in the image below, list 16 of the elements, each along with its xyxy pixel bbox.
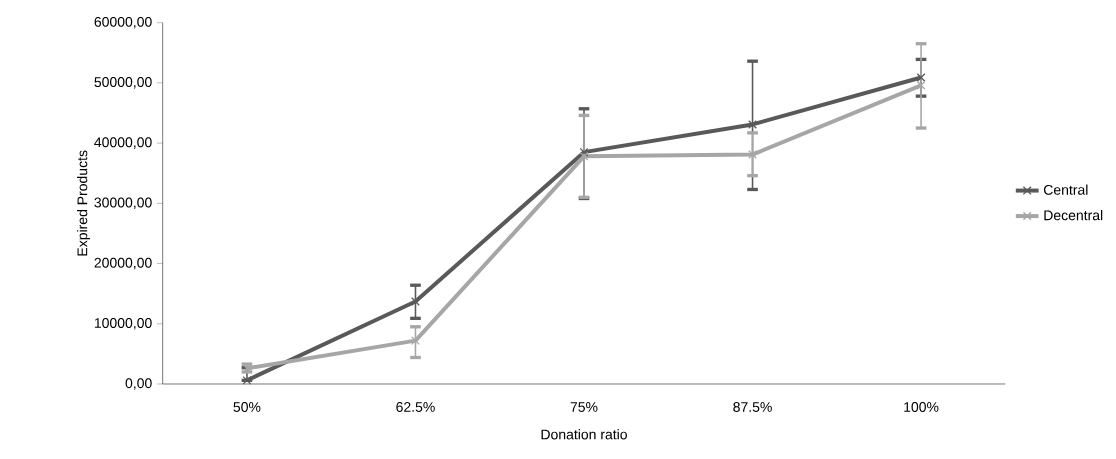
y-tick-label: 30000,00	[94, 197, 152, 210]
y-tick-label: 10000,00	[94, 318, 152, 330]
y-axis-title: Expired Products	[77, 150, 91, 256]
x-tick-label: 75%	[570, 402, 598, 413]
y-tick-label: 0,00	[125, 378, 152, 390]
y-tick-label: 20000,00	[94, 257, 152, 270]
y-tick-label: 50000,00	[94, 77, 152, 89]
x-tick-label: 50%	[233, 402, 261, 413]
x-tick-label: 87.5%	[733, 402, 772, 413]
legend-label: Decentral	[1044, 210, 1103, 221]
x-tick-label: 100%	[904, 402, 939, 413]
x-tick-label: 62.5%	[396, 402, 435, 413]
legend-label: Central	[1043, 184, 1088, 195]
y-tick-label: 40000,00	[94, 137, 152, 150]
x-axis-title: Donation ratio	[541, 429, 627, 440]
y-tick-label: 60000,00	[94, 17, 152, 29]
